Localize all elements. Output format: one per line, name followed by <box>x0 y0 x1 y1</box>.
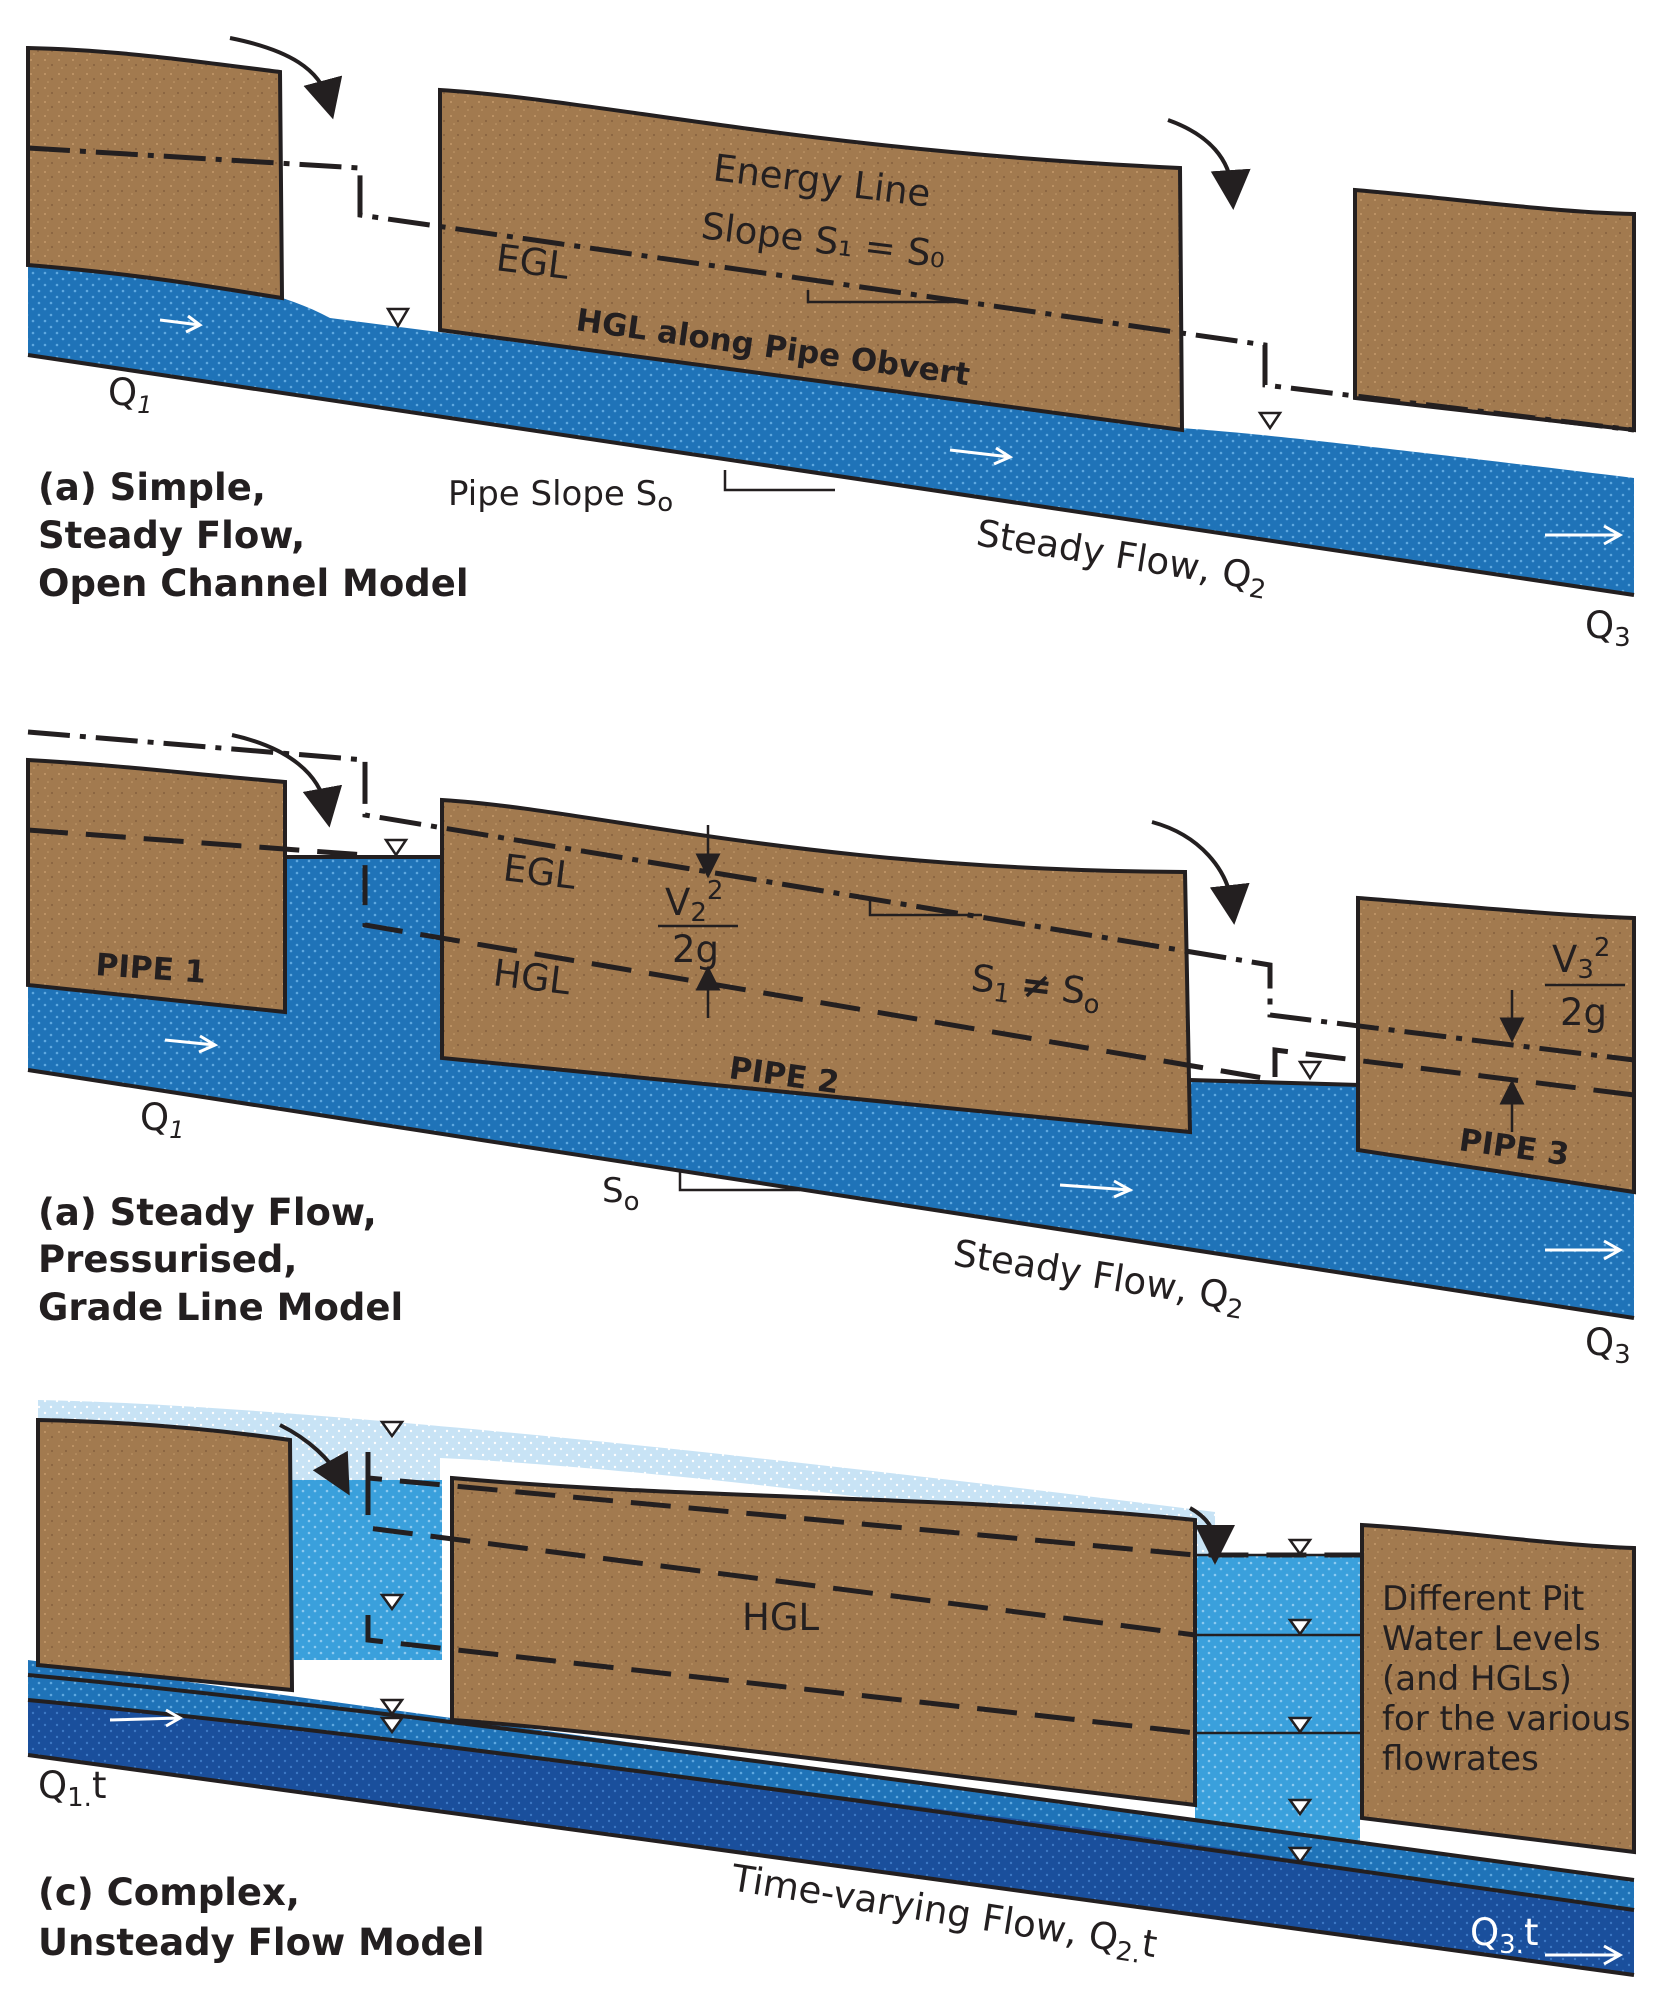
slope-indicator-b1 <box>868 900 982 917</box>
v2-numerator: V22 <box>665 876 723 928</box>
panel-c: HGL Different Pit Water Levels (and HGLs… <box>27 1400 1636 1977</box>
hgl-line-c3 <box>365 1615 1196 1736</box>
flow-arrow-c2 <box>1545 1944 1624 1966</box>
soil-block-c3 <box>1360 1522 1636 1855</box>
flow-arrow-b1 <box>164 1034 219 1054</box>
v3-numerator: V32 <box>1552 933 1610 985</box>
caption-c-line1: (c) Complex, <box>38 1871 300 1914</box>
water-level-marker-a2 <box>1257 411 1283 431</box>
panel-b: EGL HGL PIPE 1 PIPE 2 PIPE 3 V22 2g V32 … <box>26 729 1636 1370</box>
flow-surface-c2 <box>27 1698 1635 1912</box>
caption-c-line2: Unsteady Flow Model <box>38 1921 485 1964</box>
pipe-slope-label: Pipe Slope So <box>448 474 673 518</box>
flow-arrow-b3 <box>1545 1239 1624 1261</box>
caption-b-line1: (a) Steady Flow, <box>38 1191 377 1234</box>
slope-indicator-b2 <box>678 1170 800 1192</box>
inflow-arrow-c2 <box>1189 1506 1235 1565</box>
level-marker-c7 <box>1287 1716 1313 1735</box>
v2-denominator: 2g <box>672 928 719 971</box>
velocity-head-v3: V32 2g <box>1545 933 1625 1034</box>
level-marker-c4 <box>379 1716 405 1735</box>
soil-block-a2 <box>438 87 1185 433</box>
pipe-invert-a <box>27 353 1635 597</box>
inflow-arrow-b2 <box>1151 820 1250 925</box>
slope-indicator-a1 <box>806 290 955 304</box>
hgl-label-b: HGL <box>491 951 573 1003</box>
pipe-water-b <box>28 855 1634 1318</box>
soil-block-a3 <box>1353 187 1636 433</box>
soil-pipe2 <box>440 797 1193 1135</box>
pit-note-line1: Different Pit <box>1382 1579 1584 1619</box>
pit-note-line3: (and HGLs) <box>1382 1659 1572 1699</box>
inflow-arrow-c1 <box>279 1423 350 1496</box>
level-marker-c1 <box>379 1420 405 1439</box>
flow-arrow-c1 <box>109 1708 184 1728</box>
q3t-label-c: Q3.t <box>1470 1911 1538 1960</box>
soil-block-c2 <box>450 1475 1197 1808</box>
pit-note-line2: Water Levels <box>1382 1619 1601 1659</box>
flow-arrow-b2 <box>1059 1179 1134 1199</box>
level-marker-c5 <box>1287 1538 1313 1557</box>
water-level-marker-b1 <box>383 838 409 858</box>
q3-label-b: Q3 <box>1585 1321 1631 1370</box>
q1-label-b: Q1 <box>140 1096 184 1144</box>
slope-inequality-label: S1 ≠ So <box>968 956 1103 1021</box>
so-label-b: So <box>602 1171 640 1217</box>
hgl-line-c1 <box>365 1452 1362 1558</box>
flow-surface-c1 <box>27 1673 1635 1882</box>
flow-arrow-a3 <box>1545 524 1624 546</box>
pipe1-label: PIPE 1 <box>94 947 207 991</box>
level-marker-c9 <box>1287 1846 1313 1865</box>
caption-b-line3: Grade Line Model <box>38 1286 403 1329</box>
level-marker-c3 <box>379 1698 405 1717</box>
caption-a-line1: (a) Simple, <box>38 466 266 509</box>
pit-note-line4: for the various <box>1382 1699 1631 1739</box>
q1t-label-c: Q1.t <box>38 1764 106 1813</box>
water-level-marker-a1 <box>385 307 411 329</box>
pipe-invert-c <box>27 1753 1635 1977</box>
level-marker-c6 <box>1287 1618 1313 1637</box>
pipe-slope-indicator-a <box>723 470 835 492</box>
inflow-arrow-a1 <box>229 36 343 120</box>
pit-water-surface-b2 <box>1189 1078 1361 1087</box>
q3-label-a: Q3 <box>1585 604 1631 653</box>
pipe-invert-b <box>27 1068 1635 1320</box>
egl-label-b: EGL <box>501 846 579 898</box>
flow-arrow-a2 <box>949 446 1014 466</box>
level-marker-c8 <box>1287 1798 1313 1817</box>
egl-line-a <box>27 145 1635 433</box>
caption-b-line2: Pressurised, <box>38 1238 297 1281</box>
level-marker-c2 <box>379 1593 405 1612</box>
caption-a-line2: Steady Flow, <box>38 514 305 557</box>
soil-block-c1 <box>36 1417 295 1693</box>
velocity-head-v2: V22 2g <box>658 876 738 971</box>
pit-water-levels-note: Different Pit Water Levels (and HGLs) fo… <box>1382 1579 1631 1779</box>
caption-a-line3: Open Channel Model <box>38 562 469 605</box>
egl-label-a: EGL <box>494 236 572 288</box>
inflow-arrow-b1 <box>231 733 343 828</box>
hgl-line-c2 <box>365 1475 1196 1638</box>
panel-a: Energy Line Slope S₁ = S₀ EGL HGL along … <box>26 36 1636 653</box>
soil-pipe1 <box>26 757 287 1015</box>
flow-arrow-a1 <box>159 314 203 334</box>
soil-block-a1 <box>26 45 285 301</box>
water-level-marker-b2 <box>1297 1060 1323 1081</box>
q1-label-a: Q1 <box>108 371 152 419</box>
pit-note-line5: flowrates <box>1382 1739 1539 1779</box>
pipe-water-a <box>28 265 1634 595</box>
hgl-line-b <box>27 827 1635 1098</box>
inflow-arrow-a2 <box>1167 118 1251 210</box>
egl-line-b <box>27 729 1635 1063</box>
v3-denominator: 2g <box>1560 991 1607 1034</box>
dark-flow-layer-c <box>28 1700 1634 1975</box>
hgl-label-c: HGL <box>742 1596 819 1639</box>
